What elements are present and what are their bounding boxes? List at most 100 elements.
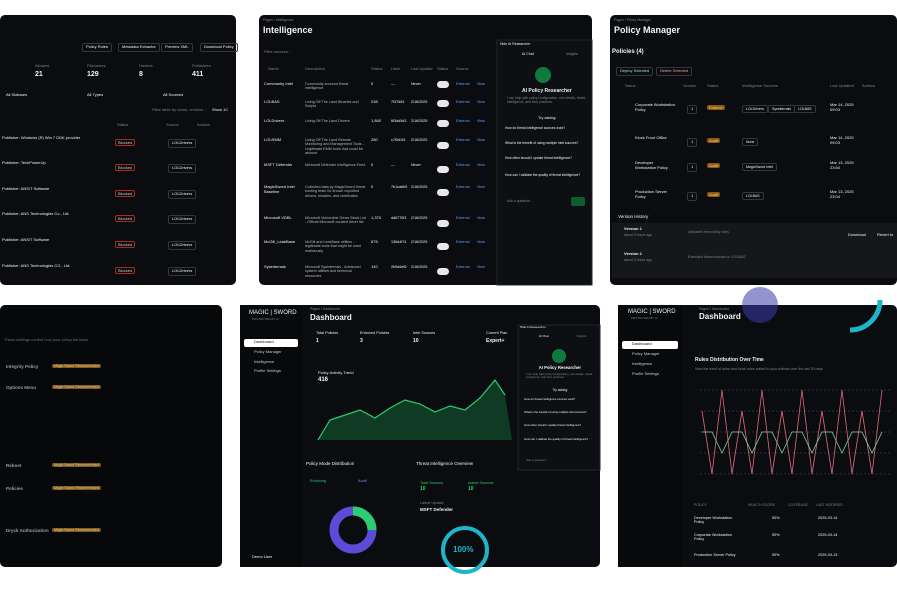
- filter[interactable]: All Sources: [163, 92, 184, 97]
- nav-item[interactable]: Policy Manager: [254, 349, 282, 354]
- tab[interactable]: AI Chat: [522, 52, 534, 56]
- suggested-question[interactable]: What is the benefit of using multiple in…: [524, 410, 587, 414]
- suggested-question[interactable]: How do threat intelligence sources work?: [524, 397, 576, 402]
- version-time: about 3 hours ago: [624, 233, 653, 237]
- column-header: Hash: [391, 66, 401, 71]
- view-link[interactable]: View: [477, 216, 485, 220]
- view-link[interactable]: View: [477, 240, 485, 244]
- nav-item[interactable]: Dashboard: [632, 341, 652, 346]
- nav-item[interactable]: Profile Settings: [632, 371, 659, 376]
- try-label: Try asking:: [552, 387, 568, 392]
- ai-title: AI Policy Researcher: [522, 88, 572, 94]
- tab[interactable]: Insights: [576, 333, 587, 338]
- column-header: Status: [707, 83, 719, 88]
- view-link[interactable]: View: [477, 138, 485, 142]
- entries: 0: [371, 184, 374, 189]
- page-title: Intelligence: [263, 25, 313, 35]
- nav-item[interactable]: Intelligence: [632, 361, 653, 366]
- chart-title: Rules Distribution Over Time: [695, 357, 764, 363]
- column-header: Actions: [197, 122, 211, 127]
- mode: Audit: [358, 479, 367, 483]
- hash: 136d4f74: [391, 240, 407, 244]
- view-link[interactable]: View: [477, 163, 485, 167]
- stat-label: Allowed: [35, 63, 50, 68]
- breadcrumb: Pages / Intelligence: [263, 18, 294, 22]
- button[interactable]: Deploy Selected: [616, 67, 654, 76]
- source-link[interactable]: External: [456, 216, 470, 220]
- suggested-question[interactable]: How do threat intelligence sources work?: [505, 126, 566, 130]
- send-button[interactable]: [571, 197, 585, 206]
- stat-value: 10: [468, 486, 474, 492]
- policy-name: Production Server Policy: [635, 189, 668, 199]
- suggested-question[interactable]: How can I validate the quality of threat…: [524, 437, 588, 442]
- version-name: Version 1: [624, 226, 642, 231]
- button[interactable]: Policy Rules: [82, 43, 113, 52]
- trend-value: 416: [318, 377, 329, 383]
- nav-item[interactable]: Profile Settings: [254, 368, 281, 373]
- source-name: LOLRMM: [264, 137, 282, 142]
- version-name: Version 2: [624, 251, 642, 256]
- source-name: McGill_LeakBase: [264, 239, 296, 244]
- policy-count: Policies (4): [612, 49, 644, 55]
- hide-toggle[interactable]: Hide AI Researcher: [520, 325, 546, 329]
- health-score: 50%: [772, 516, 780, 520]
- page-size: Show 10: [212, 107, 228, 112]
- status-badge: Blocked: [115, 190, 136, 197]
- updated: 2/16/2025: [411, 265, 428, 269]
- view-link[interactable]: View: [477, 265, 485, 269]
- status: Audit: [707, 163, 721, 168]
- hide-toggle[interactable]: Hide AI Researcher: [500, 42, 531, 46]
- nav-item[interactable]: Dashboard: [254, 339, 274, 344]
- column-header: Last Updated: [830, 83, 854, 88]
- hash: c7f5d1f4: [391, 138, 406, 142]
- column-header: Name: [268, 66, 279, 71]
- button[interactable]: Metadata Extractor: [118, 43, 160, 52]
- gauge: [441, 526, 489, 574]
- source-link[interactable]: External: [456, 138, 470, 142]
- status-badge: Blocked: [115, 139, 136, 146]
- source-badge: LOLDrivers: [168, 215, 197, 224]
- view-link[interactable]: View: [477, 119, 485, 123]
- ring: [849, 299, 883, 333]
- source-link[interactable]: External: [456, 265, 470, 269]
- source-link[interactable]: External: [456, 240, 470, 244]
- filter[interactable]: All Types: [87, 92, 104, 97]
- source-link[interactable]: External: [456, 119, 470, 123]
- source-description: Community sourced threat intelligence: [305, 82, 349, 91]
- nav-item[interactable]: Policy Manager: [632, 351, 660, 356]
- suggested-question[interactable]: How often should I update threat intelli…: [505, 156, 572, 160]
- last-updated: Mar 14, 2025 09:03: [830, 135, 854, 145]
- last-modified: 2025-03-14: [818, 516, 838, 520]
- intel-source: LOLBAS: [794, 105, 816, 114]
- source-link[interactable]: External: [456, 100, 470, 104]
- download[interactable]: Download: [848, 232, 866, 237]
- tab[interactable]: Insights: [566, 52, 579, 56]
- version-note: Extended threat sources to 'LOLBAS': [688, 255, 746, 259]
- revert[interactable]: Revert to: [877, 232, 894, 237]
- view-link[interactable]: View: [477, 100, 485, 104]
- chat-input[interactable]: Ask a question...: [525, 458, 548, 463]
- source-link[interactable]: External: [456, 82, 470, 86]
- breadcrumb: Pages / Policy Manager: [614, 18, 651, 22]
- suggested-question[interactable]: What is the benefit of using multiple in…: [505, 141, 579, 145]
- policy-name: Corporate Workstation Policy: [635, 102, 675, 112]
- chat-input[interactable]: Ask a question...: [507, 199, 533, 203]
- entries: 0: [371, 162, 374, 167]
- filter[interactable]: All Statuses: [6, 92, 28, 97]
- source-name: LOLDrivers: [264, 118, 285, 123]
- button[interactable]: Preview XML: [161, 43, 193, 52]
- button[interactable]: Download Policy: [200, 43, 238, 52]
- hash: 7f37663: [391, 100, 405, 104]
- source-link[interactable]: External: [456, 185, 470, 189]
- suggested-question[interactable]: How often should I update threat intelli…: [524, 422, 582, 427]
- nav-item[interactable]: Intelligence: [254, 359, 275, 364]
- suggested-question[interactable]: How can I validate the quality of threat…: [505, 173, 581, 177]
- column-header: Status: [117, 122, 129, 127]
- page-title: Policy Manager: [614, 25, 681, 35]
- view-link[interactable]: View: [477, 82, 485, 86]
- source-name: LOLBAS: [264, 99, 280, 104]
- view-link[interactable]: View: [477, 185, 485, 189]
- tab[interactable]: AI Chat: [538, 333, 549, 338]
- source-link[interactable]: External: [456, 163, 470, 167]
- button[interactable]: Delete Selected: [656, 67, 693, 76]
